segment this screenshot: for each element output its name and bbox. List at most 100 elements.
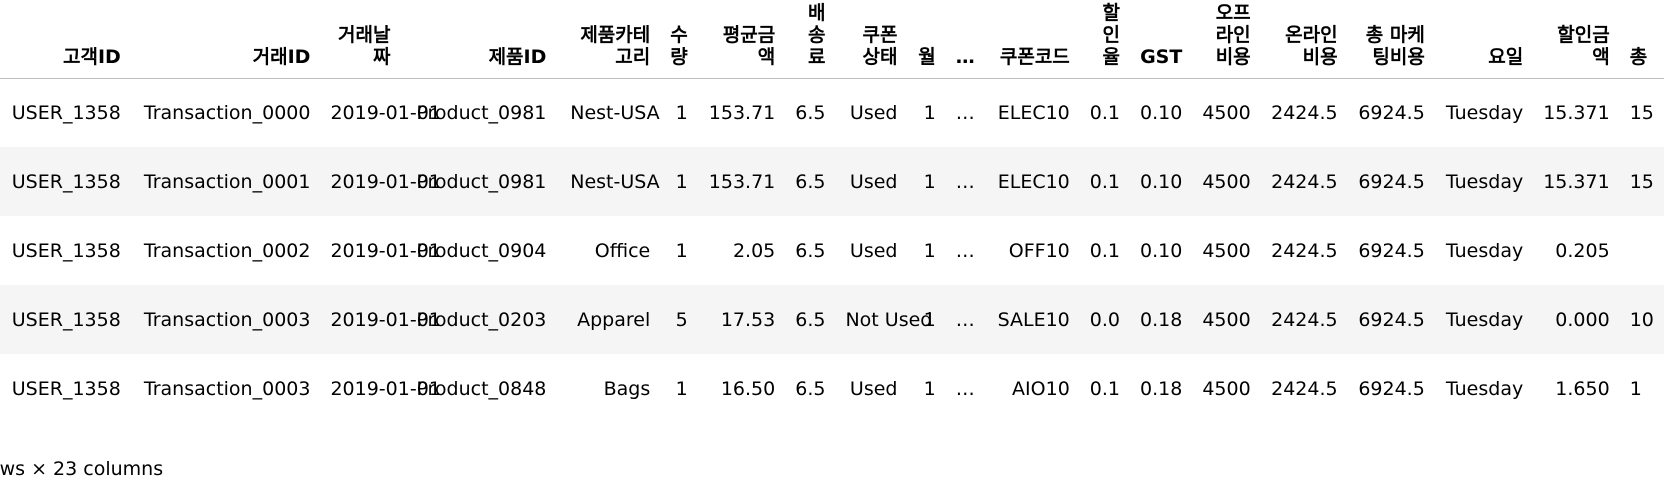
table-cell: 4500 [1192, 285, 1261, 354]
table-cell: 6924.5 [1347, 78, 1435, 147]
table-cell: 153.71 [697, 147, 786, 216]
table-cell: USER_1358 [0, 354, 131, 423]
column-header: 할인율 [1079, 0, 1130, 79]
table-cell: 15.371 [1533, 78, 1620, 147]
table-cell: Office [556, 216, 661, 285]
dataframe-table: 고객ID 거래ID 거래날짜 제품ID 제품카테고리 수량 평균금액 배송료 쿠… [0, 0, 1664, 423]
table-cell: 6.5 [785, 78, 836, 147]
table-cell: Transaction_0003 [130, 354, 321, 423]
column-header: 쿠폰상태 [835, 0, 908, 79]
table-cell: Not Used [835, 285, 932, 354]
table-cell: Used [835, 147, 908, 216]
table-cell: 2019-01-01 [320, 285, 441, 354]
table-cell: 2424.5 [1260, 354, 1348, 423]
table-cell: 2019-01-01 [320, 78, 441, 147]
table-cell: USER_1358 [0, 78, 131, 147]
column-header: … [945, 0, 985, 79]
table-cell: 1 [907, 285, 946, 354]
table-cell: Product_0203 [400, 285, 557, 354]
table-cell: 153.71 [697, 78, 786, 147]
column-header: 배송료 [785, 0, 836, 79]
table-cell: Tuesday [1434, 216, 1534, 285]
table-cell: Bags [556, 354, 661, 423]
column-header: 고객ID [0, 0, 131, 79]
table-cell: Tuesday [1434, 354, 1534, 423]
table-cell: 6.5 [785, 285, 836, 354]
table-cell: 0.205 [1533, 216, 1620, 285]
table-cell: USER_1358 [0, 147, 131, 216]
table-cell: 4500 [1192, 147, 1261, 216]
table-cell: 6924.5 [1347, 147, 1435, 216]
column-header: 총 [1619, 0, 1664, 79]
table-cell: 2019-01-01 [320, 216, 441, 285]
table-cell: 4500 [1192, 78, 1261, 147]
table-cell: 2019-01-01 [320, 354, 441, 423]
column-header: 수량 [660, 0, 698, 79]
table-cell: Tuesday [1434, 285, 1534, 354]
dataframe-shape-footer: ows × 23 columns [0, 458, 164, 480]
table-cell: Product_0848 [400, 354, 557, 423]
table-cell: 2.05 [697, 216, 786, 285]
table-body: USER_1358 Transaction_0000 2019-01-01 Pr… [0, 78, 1664, 423]
table-cell [1619, 216, 1664, 285]
table-cell: USER_1358 [0, 285, 131, 354]
table-cell: 16.50 [697, 354, 786, 423]
table-cell: … [945, 216, 985, 285]
table-cell: Transaction_0001 [130, 147, 321, 216]
table-cell: 0.18 [1130, 354, 1193, 423]
table-cell: Nest-USA [556, 78, 661, 147]
column-header: 총 마케팅비용 [1347, 0, 1435, 79]
table-cell: 1 [907, 78, 946, 147]
table-cell: 0.000 [1533, 285, 1620, 354]
table-cell: 1 [660, 147, 698, 216]
table-row: USER_1358 Transaction_0003 2019-01-01 Pr… [0, 285, 1664, 354]
table-cell: 2424.5 [1260, 147, 1348, 216]
column-header: 제품카테고리 [556, 0, 661, 79]
table-cell: 6.5 [785, 354, 836, 423]
column-header: GST [1130, 0, 1193, 79]
column-header: 제품ID [400, 0, 557, 79]
table-header: 고객ID 거래ID 거래날짜 제품ID 제품카테고리 수량 평균금액 배송료 쿠… [0, 0, 1664, 79]
table-cell: 2424.5 [1260, 78, 1348, 147]
table-cell: 2019-01-01 [320, 147, 441, 216]
column-header: 쿠폰코드 [984, 0, 1080, 79]
table-cell: 1 [907, 216, 946, 285]
table-cell: Transaction_0003 [130, 285, 321, 354]
table-cell: 15 [1619, 78, 1664, 147]
table-cell: 0.1 [1079, 147, 1130, 216]
table-cell: 4500 [1192, 216, 1261, 285]
column-header: 오프라인비용 [1192, 0, 1261, 79]
table-cell: 15.371 [1533, 147, 1620, 216]
table-cell: … [945, 354, 985, 423]
column-header: 월 [907, 0, 946, 79]
table-cell: ELEC10 [984, 78, 1080, 147]
table-cell: Used [835, 78, 908, 147]
table-cell: USER_1358 [0, 216, 131, 285]
table-cell: 1.650 [1533, 354, 1620, 423]
table-cell: Product_0904 [400, 216, 557, 285]
table-row: USER_1358 Transaction_0002 2019-01-01 Pr… [0, 216, 1664, 285]
header-row: 고객ID 거래ID 거래날짜 제품ID 제품카테고리 수량 평균금액 배송료 쿠… [0, 0, 1664, 79]
table-cell: 6.5 [785, 216, 836, 285]
table-cell: AIO10 [984, 354, 1080, 423]
table-cell: 0.10 [1130, 216, 1193, 285]
table-cell: 1 [660, 78, 698, 147]
table-cell: Product_0981 [400, 78, 557, 147]
column-header: 거래ID [130, 0, 321, 79]
table-cell: OFF10 [984, 216, 1080, 285]
table-cell: 0.10 [1130, 78, 1193, 147]
table-cell: 5 [660, 285, 698, 354]
table-cell: 17.53 [697, 285, 786, 354]
table-cell: 6924.5 [1347, 285, 1435, 354]
table-cell: 4500 [1192, 354, 1261, 423]
table-cell: … [945, 78, 985, 147]
column-header: 거래날짜 [320, 0, 401, 79]
table-cell: Product_0981 [400, 147, 557, 216]
table-row: USER_1358 Transaction_0003 2019-01-01 Pr… [0, 354, 1664, 423]
table-cell: SALE10 [984, 285, 1080, 354]
table-row: USER_1358 Transaction_0001 2019-01-01 Pr… [0, 147, 1664, 216]
table-cell: Tuesday [1434, 147, 1534, 216]
table-cell: 1 [660, 216, 698, 285]
column-header: 평균금액 [697, 0, 786, 79]
table-cell: Nest-USA [556, 147, 661, 216]
